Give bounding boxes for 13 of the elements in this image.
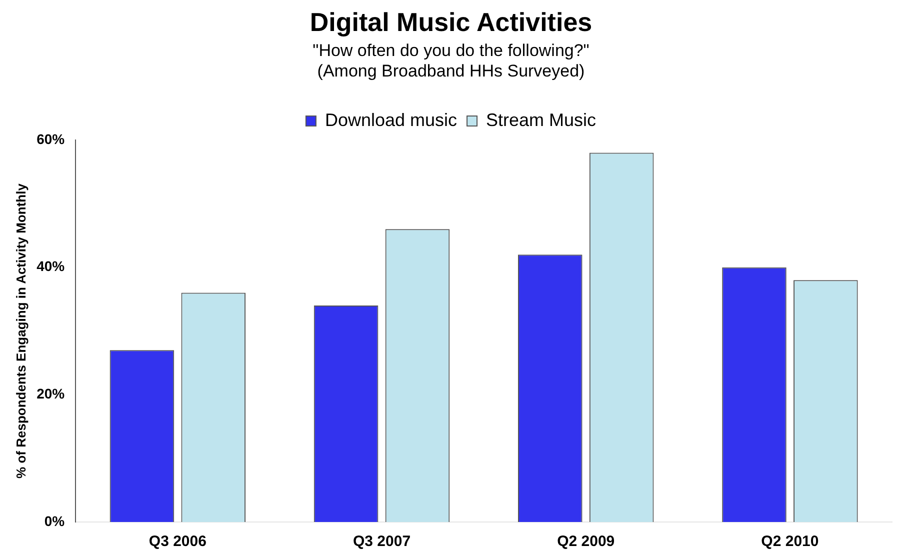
legend-label: Stream Music — [486, 110, 596, 130]
y-axis-title: % of Respondents Engaging in Activity Monthly — [13, 182, 28, 478]
y-tick-label: 20% — [36, 386, 66, 402]
y-tick-label: 40% — [36, 258, 66, 274]
chart-title: Digital Music Activities — [310, 6, 592, 37]
x-tick-label: Q2 2009 — [557, 533, 615, 550]
chart-subtitle: "How often do you do the following?" (Among Broadband HHs Surveyed) — [312, 41, 590, 80]
legend-label: Download music — [324, 110, 458, 130]
x-tick-label: Q3 2007 — [352, 533, 411, 550]
x-tick-label: Q3 2006 — [148, 533, 206, 550]
x-tick-label: Q2 2010 — [761, 533, 819, 550]
y-tick-label: 0% — [44, 512, 66, 529]
y-tick-label: 60% — [36, 130, 66, 147]
